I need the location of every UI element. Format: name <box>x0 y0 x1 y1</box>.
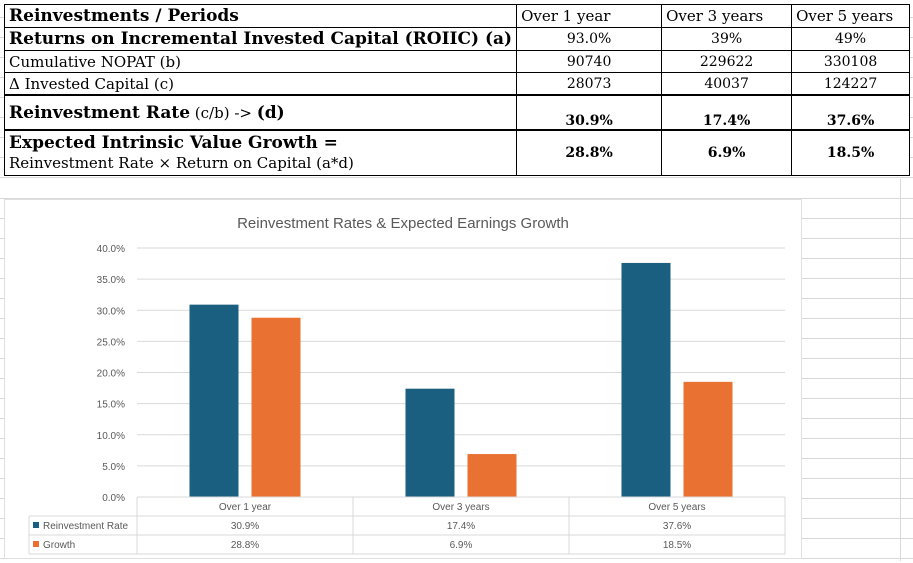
growth-3y[interactable]: 6.9% <box>661 129 793 176</box>
y-tick-label: 40.0% <box>97 244 125 255</box>
y-tick-label: 30.0% <box>97 306 125 317</box>
row-label-nopat[interactable]: Cumulative NOPAT (b) <box>3 50 518 73</box>
data-label: 17.4% <box>447 521 475 532</box>
roiic-5y[interactable]: 49% <box>791 27 910 51</box>
legend-label: Reinvestment Rate <box>43 521 128 532</box>
bar-growth <box>683 381 733 497</box>
row-label-invested-capital[interactable]: Δ Invested Capital (c) <box>3 72 518 96</box>
growth-label-line1: Expected Intrinsic Value Growth = <box>9 133 338 153</box>
nopat-5y[interactable]: 330108 <box>791 50 910 73</box>
data-label: 6.9% <box>450 540 473 551</box>
header-label[interactable]: Reinvestments / Periods <box>3 4 518 28</box>
period-header-3[interactable]: Over 3 years <box>661 4 793 28</box>
reinvestment-table: Reinvestments / Periods Over 1 year Over… <box>3 4 910 176</box>
period-header-5[interactable]: Over 5 years <box>791 4 910 28</box>
row-label-roiic[interactable]: Returns on Incremental Invested Capital … <box>3 27 518 51</box>
reinvestment-rate-5y[interactable]: 37.6% <box>791 94 910 131</box>
reinvestment-rate-3y[interactable]: 17.4% <box>661 94 793 131</box>
table-row-growth: Expected Intrinsic Value Growth = Reinves… <box>3 129 910 176</box>
data-label: 18.5% <box>663 540 691 551</box>
x-tick-label: Over 3 years <box>432 502 489 513</box>
sheet-grid-column-line <box>900 179 901 561</box>
chart-panel[interactable]: Reinvestment Rates & Expected Earnings G… <box>4 199 802 559</box>
data-label: 30.9% <box>231 521 259 532</box>
bar-growth <box>467 454 517 497</box>
legend-key <box>33 541 39 547</box>
y-tick-label: 5.0% <box>102 462 125 473</box>
bar-chart: Reinvestment Rates & Expected Earnings G… <box>28 215 786 555</box>
row-label-growth[interactable]: Expected Intrinsic Value Growth = Reinves… <box>3 129 518 176</box>
growth-5y[interactable]: 18.5% <box>791 129 910 176</box>
reinvestment-rate-label-tail: (d) <box>256 102 285 123</box>
growth-label-line2: Reinvestment Rate × Return on Capital (a… <box>9 154 354 172</box>
invested-capital-3y[interactable]: 40037 <box>661 72 793 96</box>
x-tick-label: Over 5 years <box>648 502 705 513</box>
bar-reinvestment-rate <box>621 262 671 497</box>
legend-label: Growth <box>43 540 75 551</box>
y-tick-label: 35.0% <box>97 275 125 286</box>
table-row-reinvestment-rate: Reinvestment Rate (c/b) -> (d) 30.9% 17.… <box>3 94 910 131</box>
bar-reinvestment-rate <box>405 388 455 497</box>
roiic-3y[interactable]: 39% <box>661 27 793 51</box>
row-label-reinvestment-rate[interactable]: Reinvestment Rate (c/b) -> (d) <box>3 94 518 131</box>
legend-key <box>33 522 39 528</box>
nopat-1y[interactable]: 90740 <box>516 50 663 73</box>
invested-capital-1y[interactable]: 28073 <box>516 72 663 96</box>
x-tick-label: Over 1 year <box>219 502 272 513</box>
table-row-roiic: Returns on Incremental Invested Capital … <box>3 27 910 51</box>
roiic-1y[interactable]: 93.0% <box>516 27 663 51</box>
table-row-nopat: Cumulative NOPAT (b) 90740 229622 330108 <box>3 50 910 73</box>
growth-1y[interactable]: 28.8% <box>516 129 663 176</box>
period-header-1[interactable]: Over 1 year <box>516 4 663 28</box>
reinvestment-rate-1y[interactable]: 30.9% <box>516 94 663 131</box>
nopat-3y[interactable]: 229622 <box>661 50 793 73</box>
table-row-invested-capital: Δ Invested Capital (c) 28073 40037 12422… <box>3 72 910 96</box>
reinvestment-rate-label-bold: Reinvestment Rate <box>9 102 191 123</box>
invested-capital-5y[interactable]: 124227 <box>791 72 910 96</box>
y-tick-label: 0.0% <box>102 493 125 504</box>
table-header-row: Reinvestments / Periods Over 1 year Over… <box>3 4 910 28</box>
y-tick-label: 10.0% <box>97 431 125 442</box>
data-label: 37.6% <box>663 521 691 532</box>
bar-growth <box>251 317 301 497</box>
data-label: 28.8% <box>231 540 259 551</box>
reinvestment-rate-label-mid: (c/b) -> <box>190 103 257 122</box>
bar-reinvestment-rate <box>189 304 239 497</box>
y-tick-label: 15.0% <box>97 400 125 411</box>
y-tick-label: 20.0% <box>97 369 125 380</box>
y-tick-label: 25.0% <box>97 337 125 348</box>
chart-title: Reinvestment Rates & Expected Earnings G… <box>237 215 569 232</box>
